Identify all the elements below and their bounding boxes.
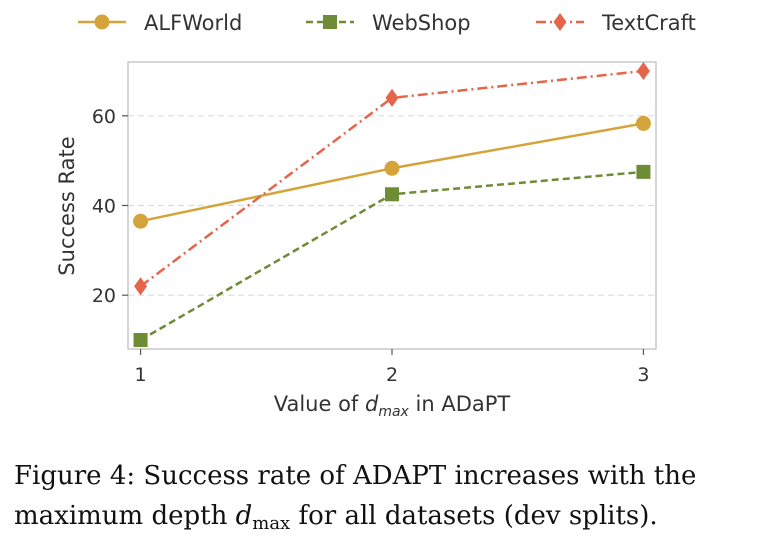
caption-adapt-pt: PT [411,461,447,491]
legend-marker [323,15,337,29]
legend-marker [553,13,567,31]
caption-line-2: maximum depth dmax for all datasets (dev… [14,496,764,544]
y-tick-label: 20 [92,285,116,307]
y-axis-label: Success Rate [55,136,79,275]
x-axis-label: Value of dmax in ADaPT [274,392,511,420]
legend-entry-textcraft: TextCraft [536,11,696,35]
data-point-webshop [385,187,399,202]
caption-adapt-ad: AD [352,461,393,491]
data-point-webshop [636,164,651,179]
legend-label: TextCraft [601,11,696,35]
legend-entry-alfworld: ALFWorld [78,11,242,35]
x-tick-label: 3 [637,364,649,386]
data-point-textcraft [636,61,650,80]
caption-line2-suffix: for all datasets (dev splits). [290,501,658,531]
caption-line2-prefix: maximum depth [14,501,236,531]
data-point-textcraft [385,88,399,107]
y-tick-label: 60 [92,106,116,128]
x-tick-label: 2 [386,364,398,386]
series-webshop [133,164,651,348]
series-textcraft [134,61,650,296]
caption-adapt-a: A [392,461,412,491]
data-point-textcraft [134,277,148,296]
legend-entry-webshop: WebShop [306,11,471,35]
series-layer [133,61,651,348]
legend-label: WebShop [372,11,471,35]
x-tick-label: 1 [135,364,147,386]
data-point-alfworld [384,160,400,176]
y-tick-label: 40 [92,196,116,218]
data-point-webshop [133,333,148,348]
x-axis-label-suffix: in ADaPT [409,392,511,416]
caption-line-1: Figure 4: Success rate of ADAPT increase… [14,456,764,496]
series-alfworld [133,115,651,229]
caption-line1-suffix: increases with the [446,461,697,491]
data-point-alfworld [635,115,651,131]
data-point-alfworld [133,213,149,229]
x-axis-label-prefix: Value of [274,392,365,416]
caption-var: d [235,501,253,531]
grid-lines [128,115,656,296]
figure-caption: Figure 4: Success rate of ADAPT increase… [14,456,764,544]
x-axis-label-sub: max [378,404,409,420]
legend-label: ALFWorld [144,11,242,35]
x-axis: 1 2 3 [135,349,649,386]
caption-sub: max [252,513,291,534]
legend-marker [94,14,110,30]
caption-prefix: Figure 4: Success rate of [14,461,353,491]
x-axis-label-var: d [365,392,379,416]
y-axis: 20 40 60 [92,106,128,307]
legend: ALFWorld WebShop TextCraft [78,11,696,35]
